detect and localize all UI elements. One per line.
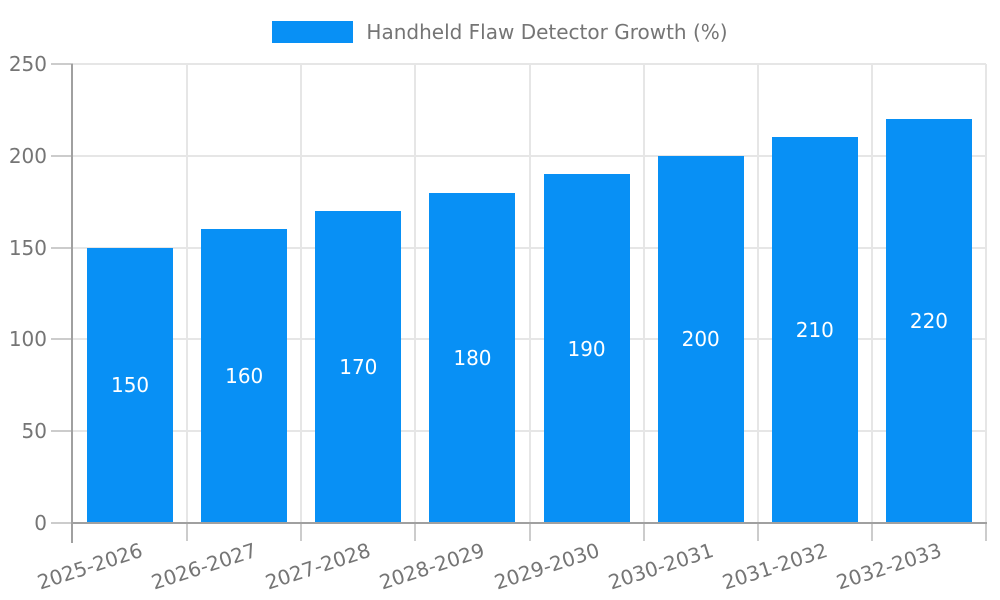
x-gridline bbox=[642, 64, 645, 523]
bar bbox=[885, 119, 972, 523]
x-tick-mark bbox=[528, 523, 531, 541]
bar-value-label: 180 bbox=[453, 345, 492, 370]
bar bbox=[657, 155, 744, 523]
x-tick-mark bbox=[186, 523, 189, 541]
bar-value-label: 170 bbox=[339, 354, 378, 379]
bar-value-label: 200 bbox=[681, 327, 720, 352]
legend: Handheld Flaw Detector Growth (%) bbox=[0, 21, 1000, 43]
y-tick-mark bbox=[51, 63, 73, 65]
y-tick-label: 0 bbox=[34, 511, 47, 535]
bar bbox=[771, 137, 858, 523]
x-gridline bbox=[985, 64, 987, 523]
y-tick-label: 100 bbox=[8, 327, 47, 352]
x-tick-label: 2029-2030 bbox=[490, 538, 602, 595]
x-gridline bbox=[414, 64, 417, 523]
y-tick-mark bbox=[51, 338, 73, 341]
y-tick-mark bbox=[51, 430, 73, 433]
x-tick-mark bbox=[870, 523, 873, 541]
x-tick-label: 2028-2029 bbox=[376, 538, 488, 595]
bar bbox=[315, 210, 402, 523]
x-tick-label: 2026-2027 bbox=[148, 538, 260, 595]
legend-label: Handheld Flaw Detector Growth (%) bbox=[366, 20, 728, 44]
y-tick-mark bbox=[51, 154, 73, 157]
x-axis-line bbox=[71, 522, 987, 524]
bar bbox=[87, 247, 174, 523]
x-tick-label: 2031-2032 bbox=[719, 538, 831, 595]
bar-value-label: 210 bbox=[795, 318, 834, 343]
x-tick-mark bbox=[642, 523, 645, 541]
x-tick-mark bbox=[414, 523, 417, 541]
y-tick-label: 250 bbox=[8, 52, 47, 76]
x-tick-label: 2030-2031 bbox=[605, 538, 717, 595]
y-tick-label: 150 bbox=[8, 235, 47, 260]
x-tick-label: 2027-2028 bbox=[262, 538, 374, 595]
bar-value-label: 220 bbox=[909, 309, 949, 334]
y-tick-mark bbox=[51, 522, 73, 524]
bar-value-label: 160 bbox=[225, 364, 264, 389]
x-gridline bbox=[870, 64, 873, 523]
x-gridline bbox=[528, 64, 531, 523]
x-gridline bbox=[300, 64, 303, 523]
bar bbox=[201, 229, 288, 523]
x-tick-mark bbox=[756, 523, 759, 541]
bar-value-label: 150 bbox=[110, 373, 150, 398]
x-tick-mark bbox=[985, 523, 987, 541]
y-axis-line bbox=[71, 64, 73, 543]
legend-swatch bbox=[272, 21, 354, 43]
x-gridline bbox=[756, 64, 759, 523]
y-tick-mark bbox=[51, 246, 73, 249]
bar-value-label: 190 bbox=[567, 336, 606, 361]
x-gridline bbox=[186, 64, 189, 523]
x-tick-label: 2025-2026 bbox=[34, 538, 146, 595]
bar bbox=[543, 174, 630, 523]
x-tick-mark bbox=[300, 523, 303, 541]
y-tick-label: 50 bbox=[21, 419, 47, 444]
bar bbox=[429, 192, 516, 523]
x-tick-label: 2032-2033 bbox=[833, 538, 945, 595]
y-tick-label: 200 bbox=[8, 143, 47, 168]
